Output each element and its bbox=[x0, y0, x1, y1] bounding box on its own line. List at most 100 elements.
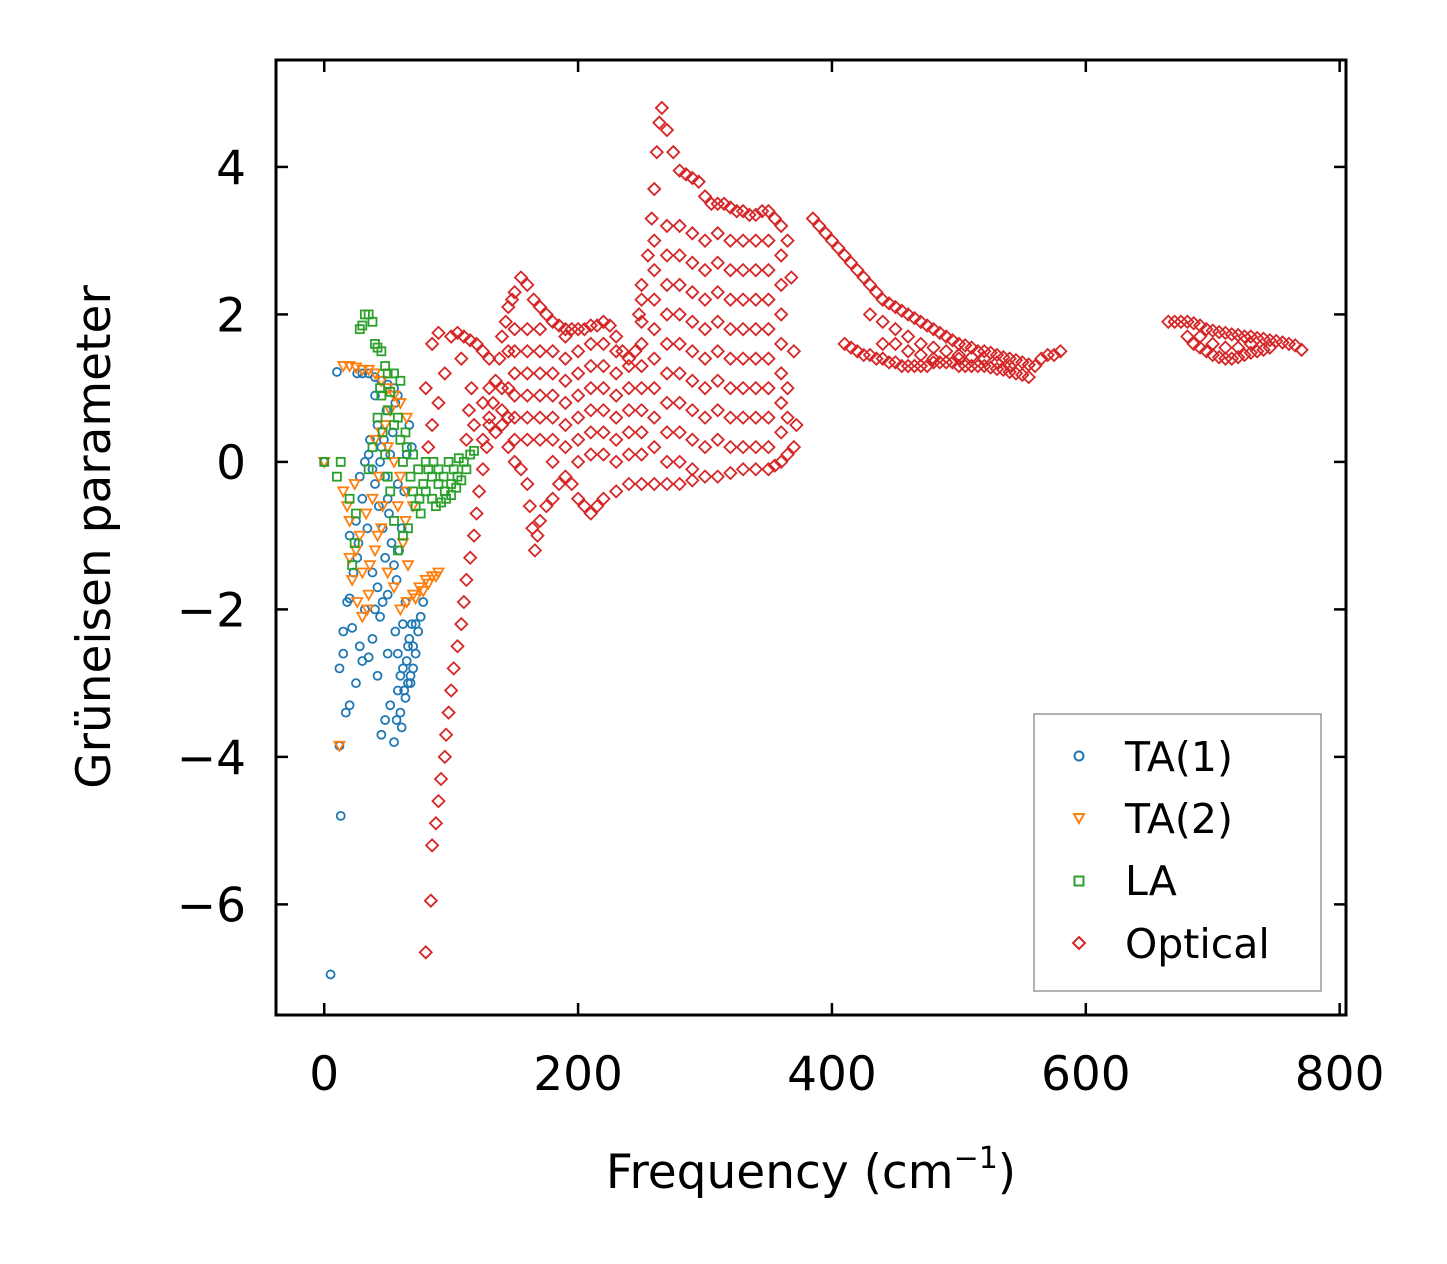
data-point bbox=[375, 383, 385, 394]
data-point bbox=[672, 163, 687, 178]
series-la bbox=[319, 309, 479, 571]
data-point bbox=[1224, 351, 1240, 366]
data-point bbox=[685, 344, 700, 359]
data-point bbox=[951, 347, 967, 363]
data-point bbox=[441, 705, 456, 720]
data-point bbox=[454, 351, 469, 366]
x-tick-label: 0 bbox=[309, 1047, 339, 1102]
data-point bbox=[773, 336, 789, 352]
data-point bbox=[646, 321, 662, 337]
data-point bbox=[646, 476, 662, 492]
data-point bbox=[456, 329, 472, 344]
data-point bbox=[1230, 349, 1246, 365]
data-point bbox=[634, 358, 649, 374]
y-tick-label: 0 bbox=[216, 436, 246, 491]
data-point bbox=[1237, 347, 1252, 363]
data-point bbox=[672, 248, 687, 263]
data-point bbox=[374, 375, 388, 388]
data-point bbox=[634, 277, 649, 293]
data-point bbox=[385, 486, 396, 497]
data-point bbox=[374, 523, 388, 536]
data-point bbox=[424, 336, 440, 352]
data-point bbox=[393, 471, 407, 484]
data-point bbox=[1192, 340, 1208, 355]
data-point bbox=[583, 336, 599, 352]
data-point bbox=[608, 484, 624, 499]
data-point bbox=[433, 479, 444, 489]
data-point bbox=[784, 270, 799, 285]
data-point bbox=[355, 611, 369, 624]
data-point bbox=[520, 388, 535, 403]
data-point bbox=[697, 233, 713, 248]
data-point bbox=[621, 425, 637, 440]
data-point bbox=[532, 299, 548, 315]
data-point bbox=[376, 501, 390, 514]
data-point bbox=[362, 523, 373, 534]
data-point bbox=[437, 366, 453, 381]
data-point bbox=[408, 449, 418, 460]
data-point bbox=[748, 462, 764, 477]
data-point bbox=[545, 432, 560, 448]
data-point bbox=[1249, 344, 1265, 359]
data-point bbox=[659, 336, 675, 352]
data-point bbox=[649, 144, 665, 160]
data-point bbox=[932, 325, 948, 341]
data-point bbox=[400, 692, 411, 703]
data-point bbox=[875, 351, 890, 366]
data-point bbox=[627, 344, 643, 359]
data-point bbox=[761, 321, 776, 337]
data-point bbox=[875, 314, 890, 330]
data-point bbox=[446, 661, 461, 676]
data-point bbox=[558, 395, 573, 411]
data-point bbox=[382, 368, 393, 379]
data-point bbox=[1230, 340, 1246, 355]
data-point bbox=[349, 538, 360, 548]
data-point bbox=[498, 314, 514, 330]
data-point bbox=[570, 321, 586, 337]
data-point bbox=[659, 122, 675, 138]
data-point bbox=[570, 366, 586, 381]
data-point bbox=[780, 380, 795, 396]
data-point bbox=[735, 410, 751, 425]
data-point bbox=[634, 425, 649, 440]
data-point bbox=[773, 366, 789, 381]
data-point bbox=[355, 364, 369, 377]
data-point bbox=[338, 626, 349, 637]
data-point bbox=[347, 560, 358, 571]
data-point bbox=[325, 969, 336, 980]
data-point bbox=[355, 567, 369, 580]
data-point bbox=[400, 412, 414, 425]
data-point bbox=[710, 196, 725, 212]
data-point bbox=[375, 457, 385, 467]
data-point bbox=[443, 329, 459, 344]
data-point bbox=[577, 321, 592, 337]
data-point bbox=[368, 545, 382, 558]
data-point bbox=[420, 486, 431, 497]
x-tick-label: 400 bbox=[787, 1047, 877, 1102]
data-point bbox=[527, 543, 543, 558]
data-point bbox=[697, 380, 713, 396]
legend-entry-la: LA bbox=[1073, 857, 1177, 905]
data-point bbox=[570, 388, 586, 403]
data-point bbox=[869, 351, 884, 366]
data-point bbox=[850, 344, 865, 359]
legend-entry-ta2: TA(2) bbox=[1072, 795, 1233, 843]
data-point bbox=[1218, 340, 1233, 355]
data-point bbox=[336, 486, 350, 499]
data-point bbox=[343, 552, 357, 565]
data-point bbox=[951, 358, 967, 374]
data-point bbox=[1192, 329, 1208, 344]
legend-entry-optical: Optical bbox=[1071, 920, 1270, 968]
data-point bbox=[659, 307, 675, 322]
data-point bbox=[488, 425, 503, 440]
data-point bbox=[370, 390, 380, 401]
data-point bbox=[545, 454, 560, 470]
data-point bbox=[837, 248, 852, 263]
data-point bbox=[773, 454, 789, 470]
data-point bbox=[415, 611, 426, 622]
data-point bbox=[520, 344, 535, 359]
series-optical bbox=[418, 100, 1309, 960]
data-point bbox=[380, 552, 391, 563]
data-point bbox=[773, 425, 789, 440]
data-point bbox=[334, 663, 345, 674]
